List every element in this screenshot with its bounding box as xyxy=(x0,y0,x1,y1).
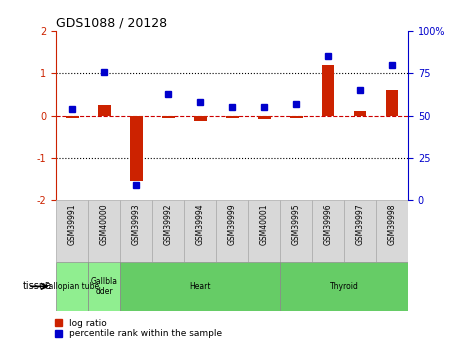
Bar xyxy=(248,200,280,262)
Bar xyxy=(98,105,111,116)
Text: GSM39992: GSM39992 xyxy=(164,203,173,245)
Bar xyxy=(130,116,143,181)
Bar xyxy=(56,262,88,310)
Bar xyxy=(322,65,334,116)
Bar xyxy=(258,116,271,119)
Text: Fallopian tube: Fallopian tube xyxy=(45,282,99,291)
Text: GSM39999: GSM39999 xyxy=(227,203,237,245)
Bar xyxy=(280,200,312,262)
Text: GSM39996: GSM39996 xyxy=(324,203,333,245)
Bar xyxy=(194,116,206,121)
Bar xyxy=(88,262,120,310)
Text: Thyroid: Thyroid xyxy=(330,282,358,291)
Text: GSM40001: GSM40001 xyxy=(260,203,269,245)
Text: GSM39991: GSM39991 xyxy=(68,203,77,245)
Bar xyxy=(184,200,216,262)
Text: GSM40000: GSM40000 xyxy=(100,203,109,245)
Bar xyxy=(376,200,408,262)
Bar xyxy=(354,110,366,116)
Bar xyxy=(344,200,376,262)
Bar xyxy=(216,200,248,262)
Bar xyxy=(290,116,303,118)
Bar xyxy=(162,116,174,118)
Text: GSM39995: GSM39995 xyxy=(292,203,301,245)
Text: GSM39998: GSM39998 xyxy=(387,203,397,245)
Bar xyxy=(312,200,344,262)
Text: GSM39993: GSM39993 xyxy=(132,203,141,245)
Bar xyxy=(66,116,79,118)
Bar xyxy=(152,200,184,262)
Bar xyxy=(120,200,152,262)
Text: Gallbla
dder: Gallbla dder xyxy=(91,277,118,296)
Bar xyxy=(88,200,120,262)
Bar xyxy=(386,90,399,116)
Legend: log ratio, percentile rank within the sample: log ratio, percentile rank within the sa… xyxy=(52,315,226,342)
Bar xyxy=(56,200,88,262)
Bar xyxy=(280,262,408,310)
Text: Heart: Heart xyxy=(189,282,211,291)
Text: GSM39994: GSM39994 xyxy=(196,203,204,245)
Text: tissue: tissue xyxy=(23,282,52,291)
Text: GDS1088 / 20128: GDS1088 / 20128 xyxy=(56,17,167,30)
Bar xyxy=(226,116,239,118)
Text: GSM39997: GSM39997 xyxy=(356,203,364,245)
Bar xyxy=(120,262,280,310)
